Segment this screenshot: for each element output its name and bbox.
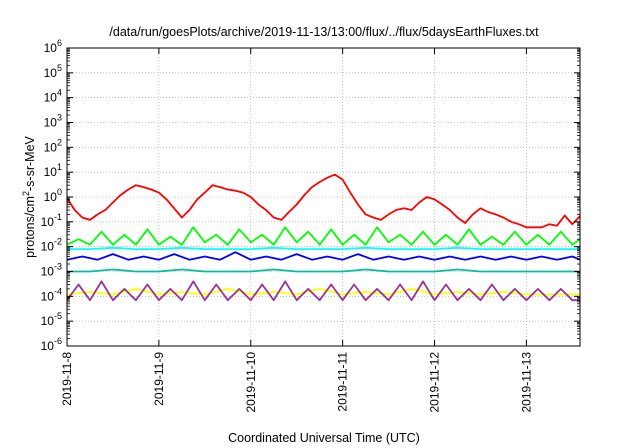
series-line-2 [66,226,581,246]
x-tick-labels: 2019-11-8 2019-11-9 2019-11-10 2019-11-11 20… [60,352,533,413]
y-tick-label: 10-4 [41,286,62,303]
y-tick-label: 106 [44,38,62,55]
chart-title: /data/run/goesPlots/archive/2019-11-13/1… [109,25,539,39]
y-tick-label: 104 [44,88,62,105]
series-line-1 [66,173,581,229]
series-line-7 [66,280,580,302]
series-line-3 [67,246,580,251]
x-tick-label: 2019-11-8 [60,352,74,406]
x-tick-label: 2019-11-11 [336,352,350,412]
y-tick-label: 10-3 [41,262,62,279]
ticks [66,47,580,347]
y-tick-label: 100 [44,187,62,204]
series-line-4 [66,251,581,261]
y-tick-labels: 10-6 10-5 10-4 10-3 10-2 10-1 100 101 102 103 104 1… [41,38,62,353]
y-tick-label: 102 [44,137,62,154]
x-tick-label: 2019-11-13 [519,352,533,413]
y-tick-label: 10-6 [41,336,62,353]
y-tick-label: 103 [44,113,62,130]
y-tick-label: 105 [44,63,62,80]
series-group [66,173,581,302]
y-tick-label: 101 [44,162,62,179]
x-axis-title: Coordinated Universal Time (UTC) [228,431,420,445]
x-tick-label: 2019-11-9 [152,352,166,406]
y-tick-label: 10-2 [41,237,62,254]
x-tick-label: 2019-11-12 [428,352,442,413]
x-tick-label: 2019-11-10 [244,352,258,413]
y-axis-title: protons/cm2-s-sr-MeV [21,135,37,257]
y-tick-label: 10-5 [41,311,62,328]
y-tick-label: 10-1 [41,212,62,229]
series-line-5 [67,268,580,273]
